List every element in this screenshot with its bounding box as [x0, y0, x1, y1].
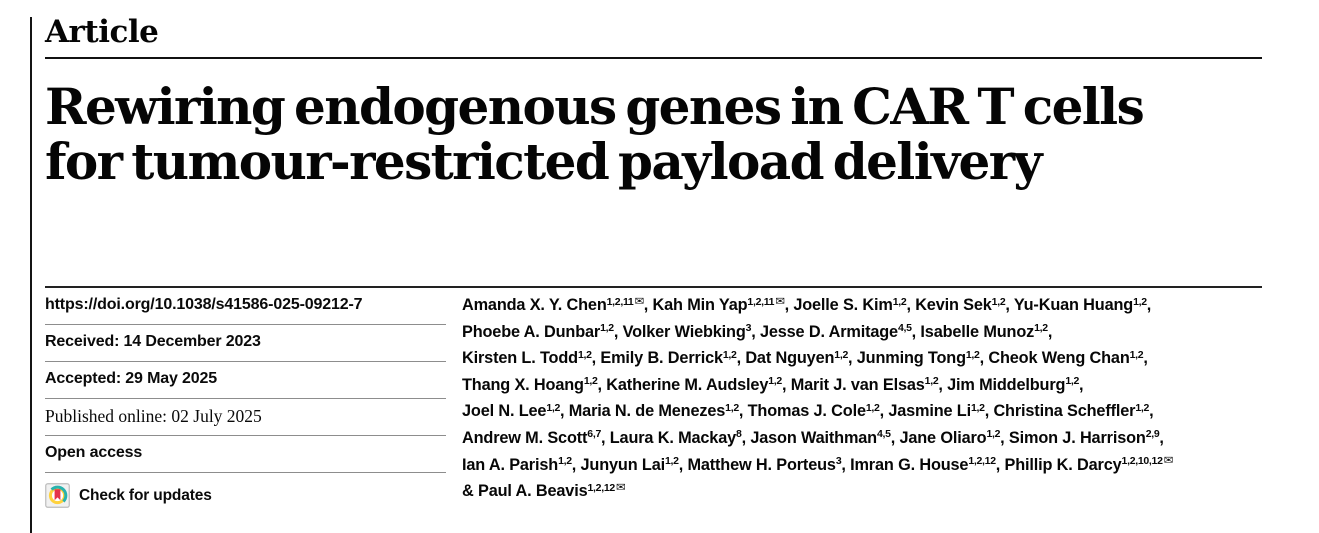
author-name: Amanda X. Y. Chen	[462, 296, 607, 314]
author-name: Cheok Weng Chan	[988, 349, 1130, 368]
author-affiliations: 1,2	[725, 401, 739, 414]
author-name: Yu-Kuan Huang	[1013, 296, 1134, 314]
left-margin-rule	[30, 17, 32, 533]
author-affiliations: 1,2	[991, 295, 1006, 308]
author-affiliations: 1,2	[1065, 375, 1080, 388]
author-name: Joel N. Lee	[462, 402, 547, 421]
author-name: Ian A. Parish	[462, 455, 559, 474]
author-name: Jason Waithman	[750, 428, 877, 447]
author-line: Amanda X. Y. Chen1,2,11✉, Kah Min Yap1,2…	[462, 293, 1152, 315]
author-name: Jane Oliaro	[899, 428, 987, 447]
author-affiliations: 8	[736, 428, 742, 441]
author-affiliations: 1,2,11✉	[747, 293, 785, 308]
published-online-date: Published online: 02 July 2025	[45, 399, 446, 436]
author-affiliations: 1,2	[970, 401, 985, 414]
author-affiliations: 1,2	[1129, 348, 1144, 361]
author-name: Thang X. Hoang	[462, 375, 584, 394]
author-affiliations: 1,2	[986, 428, 1001, 441]
author-affiliations: 2,9	[1145, 428, 1160, 441]
author-name: Jesse D. Armitage	[759, 322, 898, 341]
email-icon: ✉	[634, 293, 644, 308]
author-affiliations: 1,2	[924, 375, 939, 388]
doi-link[interactable]: https://doi.org/10.1038/s41586-025-09212…	[45, 288, 446, 325]
article-header: Article Rewiring endogenous genes in CAR…	[45, 0, 1262, 517]
article-title-line2: for tumour-restricted payload delivery	[45, 132, 1043, 191]
author-affiliations: 1,2	[892, 295, 907, 308]
author-affiliations: 1,2,12✉	[587, 479, 626, 494]
article-type-label: Article	[45, 14, 159, 50]
author-line: Ian A. Parish1,2, Junyun Lai1,2, Matthew…	[462, 453, 1174, 474]
author-name: Isabelle Munoz	[920, 322, 1035, 341]
author-name: Maria N. de Menezes	[568, 402, 726, 421]
author-line: Thang X. Hoang1,2, Katherine M. Audsley1…	[462, 375, 1084, 394]
author-affiliations: 1,2	[865, 401, 880, 414]
author-line: Joel N. Lee1,2, Maria N. de Menezes1,2, …	[462, 401, 1154, 421]
author-affiliations: 1,2	[664, 455, 679, 468]
email-icon: ✉	[1163, 453, 1174, 468]
author-affiliations: 1,2	[583, 375, 598, 388]
author-affiliations: 4,5	[897, 322, 912, 335]
metadata-and-authors: https://doi.org/10.1038/s41586-025-09212…	[45, 286, 1262, 517]
author-name: Katherine M. Audsley	[606, 375, 769, 394]
author-name: Laura K. Mackay	[609, 428, 737, 447]
author-affiliations: 1,2	[546, 401, 561, 414]
author-affiliations: 1,2	[834, 348, 848, 361]
author-name: Jasmine Li	[888, 402, 971, 421]
author-name: Phillip K. Darcy	[1004, 455, 1122, 474]
author-affiliations: 1,2	[577, 348, 592, 361]
author-name: Matthew H. Porteus	[687, 455, 836, 474]
author-list: Amanda X. Y. Chen1,2,11✉, Kah Min Yap1,2…	[462, 288, 1262, 517]
author-affiliations: 1,2	[600, 322, 614, 335]
author-affiliations: 1,2	[1034, 322, 1048, 335]
accepted-date: Accepted: 29 May 2025	[45, 362, 446, 399]
author-name: & Paul A. Beavis	[462, 482, 588, 501]
author-affiliations: 1,2,12	[968, 455, 996, 468]
author-name: Phoebe A. Dunbar	[462, 322, 601, 341]
crossmark-icon	[45, 483, 70, 508]
metadata-column: https://doi.org/10.1038/s41586-025-09212…	[45, 288, 446, 517]
author-name: Marit J. van Elsas	[790, 375, 925, 394]
author-line: Kirsten L. Todd1,2, Emily B. Derrick1,2,…	[462, 348, 1148, 368]
author-name: Imran G. House	[850, 455, 969, 474]
author-affiliations: 3	[835, 455, 842, 468]
author-name: Jim Middelburg	[947, 375, 1066, 394]
email-icon: ✉	[775, 293, 785, 308]
author-affiliations: 6,7	[587, 428, 601, 441]
author-name: Christina Scheffler	[993, 402, 1136, 421]
author-name: Andrew M. Scott	[462, 428, 588, 447]
header-divider	[45, 57, 1262, 59]
open-access-label: Open access	[45, 436, 446, 473]
author-affiliations: 1,2,10,12✉	[1121, 453, 1174, 468]
author-affiliations: 1,2,11✉	[606, 293, 644, 308]
author-name: Kah Min Yap	[652, 296, 748, 314]
author-name: Junyun Lai	[580, 455, 666, 474]
author-affiliations: 1,2	[722, 348, 737, 361]
author-affiliations: 1,2	[965, 348, 980, 361]
article-title-line1: Rewiring endogenous genes in CAR T cells	[45, 77, 1145, 136]
check-for-updates-button[interactable]: Check for updates	[45, 473, 446, 517]
author-name: Emily B. Derrick	[600, 349, 723, 368]
author-name: Joelle S. Kim	[793, 296, 893, 314]
author-line: & Paul A. Beavis1,2,12✉	[462, 479, 1262, 506]
email-icon: ✉	[615, 479, 626, 494]
author-affiliations: 1,2	[558, 455, 572, 468]
author-name: Simon J. Harrison	[1008, 428, 1146, 447]
author-affiliations: 4,5	[876, 428, 891, 441]
received-date: Received: 14 December 2023	[45, 325, 446, 362]
author-name: Thomas J. Cole	[747, 402, 866, 421]
author-affiliations: 1,2	[768, 375, 782, 388]
author-affiliations: 1,2	[1135, 401, 1150, 414]
author-affiliations: 1,2	[1133, 295, 1147, 308]
author-name: Junming Tong	[856, 349, 966, 368]
author-line: Phoebe A. Dunbar1,2, Volker Wiebking3, J…	[462, 322, 1053, 341]
author-name: Volker Wiebking	[622, 322, 746, 341]
check-for-updates-label: Check for updates	[79, 486, 212, 504]
author-line: Andrew M. Scott6,7, Laura K. Mackay8, Ja…	[462, 428, 1164, 447]
article-title: Rewiring endogenous genes in CAR T cells…	[45, 79, 1262, 189]
author-name: Dat Nguyen	[745, 349, 835, 368]
author-name: Kirsten L. Todd	[462, 349, 578, 368]
author-affiliations: 3	[745, 322, 752, 335]
author-name: Kevin Sek	[915, 296, 992, 314]
